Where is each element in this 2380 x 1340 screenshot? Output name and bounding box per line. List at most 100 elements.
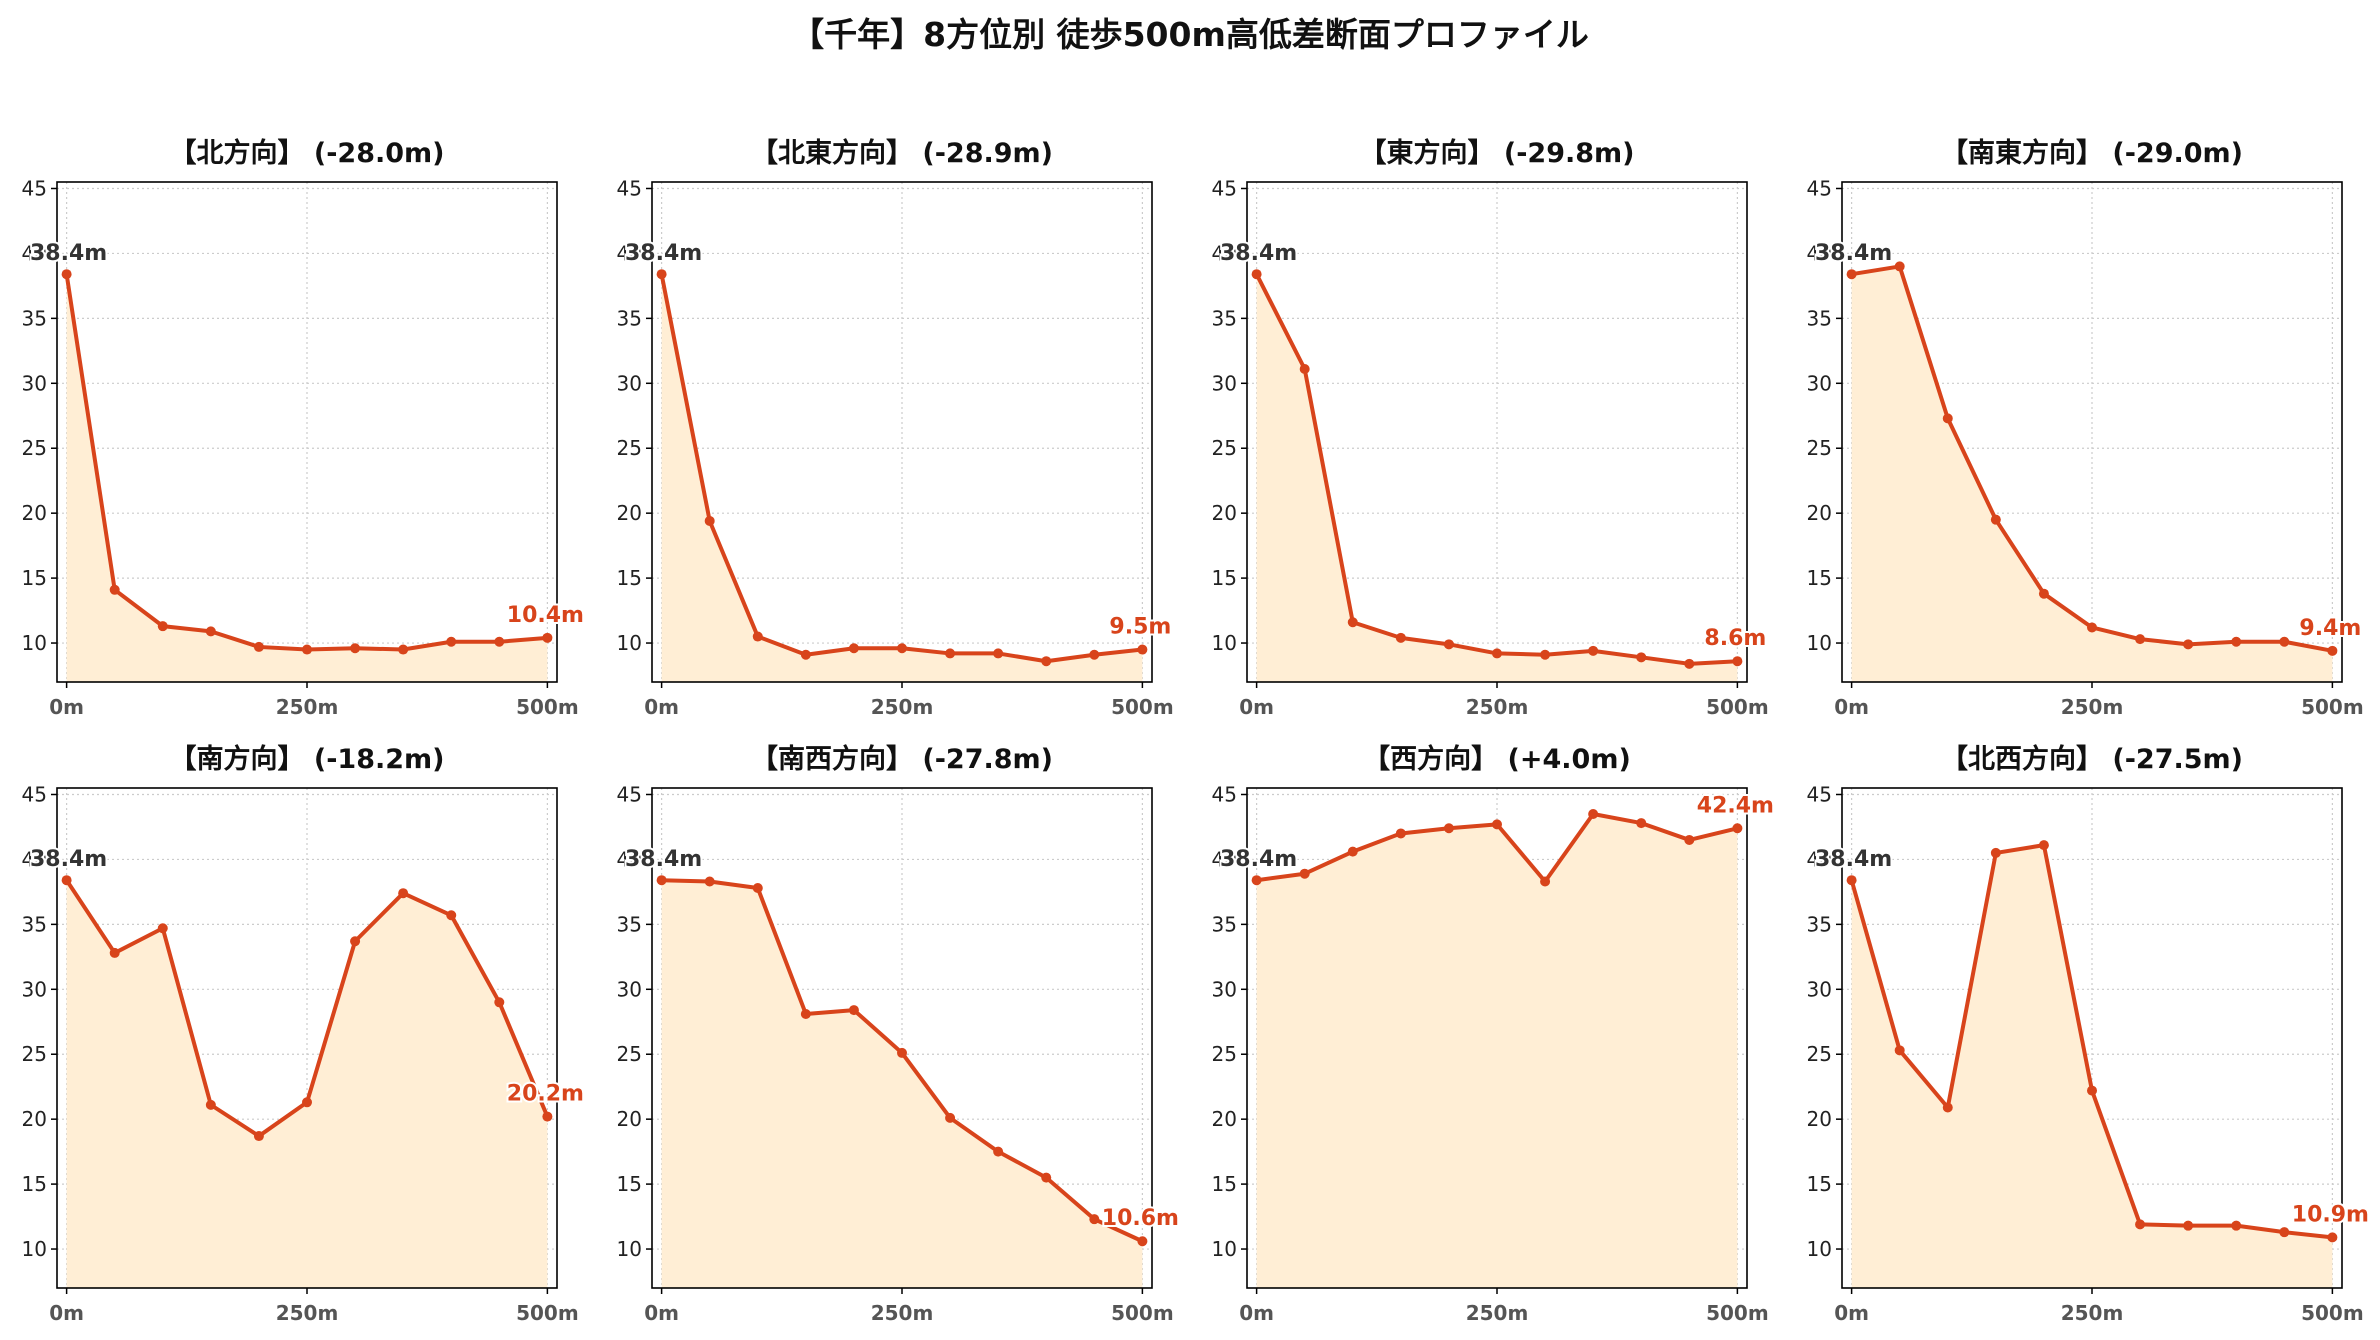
y-tick-label: 25 [22,1042,47,1066]
x-tick-label: 500m [1111,695,1174,719]
data-point [1299,364,1310,375]
start-elevation-label: 38.4m [1220,241,1297,266]
data-point [1137,1236,1148,1247]
chart-panel-4: 10 15 20 25 30 35 40 45 0m 250m 500m 【南方向】 (-18.2m)… [22,743,586,1325]
chart-panel-5: 10 15 20 25 30 35 40 45 0m 250m 500m 【南西方向】 (-27.8m… [617,743,1181,1325]
y-tick-label: 20 [1212,1107,1237,1131]
y-tick-label: 15 [1212,1172,1237,1196]
chart-panel-1: 10 15 20 25 30 35 40 45 0m 250m 500m 【北東方向】 (-28.9m… [617,137,1174,719]
x-tick-label: 250m [276,695,339,719]
data-point [752,883,763,893]
data-point [1540,876,1551,887]
data-point [1395,828,1406,839]
y-tick-label: 10 [1212,1237,1237,1261]
start-elevation-label: 38.4m [1815,241,1892,266]
y-tick-label: 20 [617,501,642,525]
x-tick-label: 250m [871,1301,934,1325]
data-point [350,936,361,947]
y-tick-label: 35 [1212,306,1237,330]
y-tick-label: 15 [1807,1172,1832,1196]
data-point [945,648,956,659]
y-tick-label: 10 [1807,631,1832,655]
data-point [1942,413,1953,424]
data-point [398,888,409,899]
data-point [2231,1220,2242,1231]
data-point [1137,644,1148,655]
y-tick-label: 20 [22,501,47,525]
y-tick-label: 15 [617,566,642,590]
data-point [61,269,72,280]
elevation-area [1851,266,2333,682]
data-point [945,1112,956,1123]
x-tick-label: 0m [1834,695,1869,719]
y-tick-label: 45 [617,176,642,200]
data-point [398,644,409,655]
data-point [446,910,457,921]
data-point [1684,658,1695,669]
y-tick-label: 30 [1807,371,1832,395]
data-point [1684,834,1695,845]
y-tick-label: 30 [1212,371,1237,395]
y-tick-label: 25 [617,1042,642,1066]
data-point [2038,588,2049,599]
data-point [2279,636,2290,647]
data-point [1732,656,1743,667]
x-tick-label: 500m [2301,1301,2364,1325]
y-tick-label: 45 [22,176,47,200]
data-point [848,1005,859,1016]
data-point [1588,808,1599,819]
y-tick-label: 25 [1807,436,1832,460]
data-point [1894,261,1905,272]
panel-title: 【南西方向】 (-27.8m) [751,743,1053,775]
y-tick-label: 45 [1807,176,1832,200]
y-tick-label: 35 [1807,912,1832,936]
x-tick-label: 500m [516,695,579,719]
y-tick-label: 45 [617,782,642,806]
data-point [800,1008,811,1019]
x-tick-label: 500m [516,1301,579,1325]
data-point [656,269,667,280]
y-tick-label: 35 [22,912,47,936]
end-elevation-label: 10.4m [507,603,584,628]
elevation-area [661,880,1143,1288]
x-tick-label: 250m [1466,1301,1529,1325]
data-point [1395,632,1406,643]
data-point [993,1146,1004,1157]
data-point [1089,649,1100,660]
panel-title: 【東方向】 (-29.8m) [1359,137,1634,169]
y-tick-label: 15 [22,566,47,590]
data-point [205,626,216,637]
y-tick-label: 25 [1212,436,1237,460]
y-tick-label: 20 [1212,501,1237,525]
panel-title: 【北西方向】 (-27.5m) [1941,743,2243,775]
data-point [1846,875,1857,886]
end-elevation-label: 8.6m [1704,626,1766,651]
data-point [157,621,168,632]
data-point [1443,639,1454,650]
panel-title: 【西方向】 (+4.0m) [1363,743,1631,775]
y-tick-label: 40 [22,241,47,265]
x-tick-label: 0m [1239,1301,1274,1325]
data-point [1540,649,1551,660]
panel-title: 【南方向】 (-18.2m) [169,743,444,775]
y-tick-label: 45 [1807,782,1832,806]
chart-panel-0: 10 15 20 25 30 35 40 45 0m 250m 500m 【北方向】 (-28.0m)… [22,137,586,719]
chart-panel-6: 10 15 20 25 30 35 40 45 0m 250m 500m 【西方向】 (+4.0m) 3… [1212,743,1776,1325]
data-point [1894,1045,1905,1056]
data-point [1942,1102,1953,1113]
y-tick-label: 45 [1212,176,1237,200]
y-tick-label: 25 [1212,1042,1237,1066]
data-point [2231,636,2242,647]
data-point [542,1111,553,1122]
end-elevation-label: 10.9m [2292,1202,2369,1227]
data-point [494,997,505,1008]
data-point [993,648,1004,659]
data-point [302,644,312,655]
y-tick-label: 20 [1807,501,1832,525]
panel-title: 【北方向】 (-28.0m) [169,137,444,169]
data-point [800,649,811,660]
y-tick-label: 20 [22,1107,47,1131]
data-point [542,632,553,643]
data-point [848,643,859,654]
